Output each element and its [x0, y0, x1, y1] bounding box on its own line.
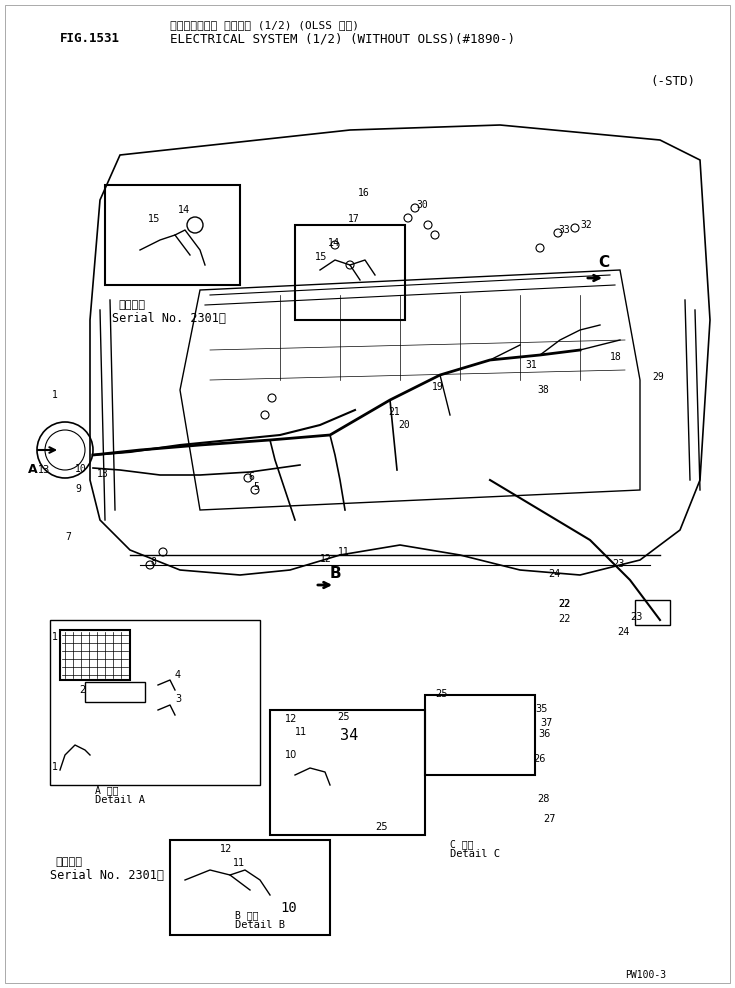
- Text: 20: 20: [398, 420, 409, 430]
- Text: ELECTRICAL SYSTEM (1/2) (WITHOUT OLSS)(#1890-): ELECTRICAL SYSTEM (1/2) (WITHOUT OLSS)(#…: [170, 32, 515, 45]
- Text: B: B: [330, 566, 342, 581]
- Text: 6: 6: [248, 472, 254, 482]
- Text: Serial No. 2301～: Serial No. 2301～: [112, 312, 226, 325]
- Bar: [60, 630, 130, 680]
- Text: 12: 12: [320, 554, 331, 564]
- Text: 33: 33: [558, 225, 570, 235]
- Text: 23: 23: [612, 559, 624, 569]
- Text: 1: 1: [52, 632, 58, 642]
- Text: 22: 22: [558, 599, 570, 609]
- Text: 16: 16: [358, 188, 370, 198]
- Text: 21: 21: [388, 407, 400, 417]
- Text: 3: 3: [175, 694, 181, 704]
- Text: (-STD): (-STD): [650, 75, 695, 88]
- Text: 14: 14: [328, 238, 340, 248]
- Text: 9: 9: [75, 484, 81, 494]
- Bar: [85, 682, 145, 702]
- Text: エレクトリカル システム (1/2) (OLSS ナシ): エレクトリカル システム (1/2) (OLSS ナシ): [170, 20, 359, 30]
- Text: A 詳址: A 詳址: [95, 785, 118, 795]
- Text: 26: 26: [533, 754, 545, 764]
- Text: 19: 19: [432, 382, 444, 392]
- Text: 13: 13: [97, 469, 109, 479]
- Text: 10: 10: [285, 750, 297, 760]
- Text: 29: 29: [652, 372, 664, 382]
- Text: 17: 17: [348, 214, 359, 224]
- Text: 24: 24: [617, 627, 629, 637]
- Text: 1: 1: [52, 762, 58, 772]
- Bar: [635, 600, 670, 625]
- Text: 37: 37: [540, 718, 553, 728]
- Text: 18: 18: [610, 352, 622, 362]
- Text: 11: 11: [295, 727, 307, 737]
- Text: 12: 12: [285, 714, 298, 724]
- Text: 14: 14: [178, 205, 190, 215]
- Text: 24: 24: [548, 569, 560, 579]
- Text: 11: 11: [338, 547, 350, 557]
- Text: 15: 15: [315, 252, 327, 262]
- Text: 34: 34: [340, 728, 358, 743]
- Bar: [105, 185, 240, 285]
- Text: 38: 38: [537, 385, 549, 395]
- Text: 25: 25: [375, 822, 387, 832]
- Text: 11: 11: [233, 858, 245, 868]
- Text: 23: 23: [630, 612, 642, 622]
- Text: Detail A: Detail A: [95, 795, 145, 805]
- Text: 7: 7: [65, 532, 71, 542]
- Text: C 詳址: C 詳址: [450, 839, 473, 849]
- Text: 25: 25: [435, 689, 448, 699]
- Text: B 詳址: B 詳址: [235, 910, 259, 920]
- Text: A: A: [28, 463, 37, 476]
- Text: 13: 13: [38, 465, 50, 475]
- Text: 28: 28: [537, 794, 549, 804]
- Text: 15: 15: [148, 214, 160, 224]
- Text: 22: 22: [558, 599, 570, 609]
- Bar: [50, 620, 260, 785]
- Text: 25: 25: [337, 712, 350, 722]
- Text: Detail C: Detail C: [450, 849, 500, 859]
- Text: 適用号機: 適用号機: [55, 857, 82, 867]
- Text: 31: 31: [525, 360, 537, 370]
- Text: 2: 2: [79, 685, 85, 695]
- Text: PW100-3: PW100-3: [625, 970, 666, 980]
- Text: 30: 30: [416, 200, 428, 210]
- Text: 8: 8: [150, 557, 156, 567]
- Text: Serial No. 2301～: Serial No. 2301～: [50, 869, 164, 882]
- Text: Detail B: Detail B: [235, 920, 285, 930]
- Text: 36: 36: [538, 729, 551, 739]
- Text: 12: 12: [220, 844, 232, 854]
- Bar: [425, 695, 535, 775]
- Text: C: C: [598, 255, 609, 270]
- Text: FIG.1531: FIG.1531: [60, 32, 120, 45]
- Text: 35: 35: [535, 704, 548, 714]
- Text: 32: 32: [580, 220, 592, 230]
- Text: 10: 10: [75, 464, 87, 474]
- Text: 10: 10: [280, 901, 297, 915]
- Bar: [295, 225, 405, 320]
- Bar: [270, 710, 425, 835]
- Text: 1: 1: [52, 390, 58, 400]
- Text: 5: 5: [253, 482, 259, 492]
- Text: 適用号機: 適用号機: [118, 300, 145, 310]
- Bar: [170, 840, 330, 935]
- Text: 22: 22: [558, 614, 570, 624]
- Text: 4: 4: [175, 670, 181, 680]
- Text: 27: 27: [543, 814, 556, 824]
